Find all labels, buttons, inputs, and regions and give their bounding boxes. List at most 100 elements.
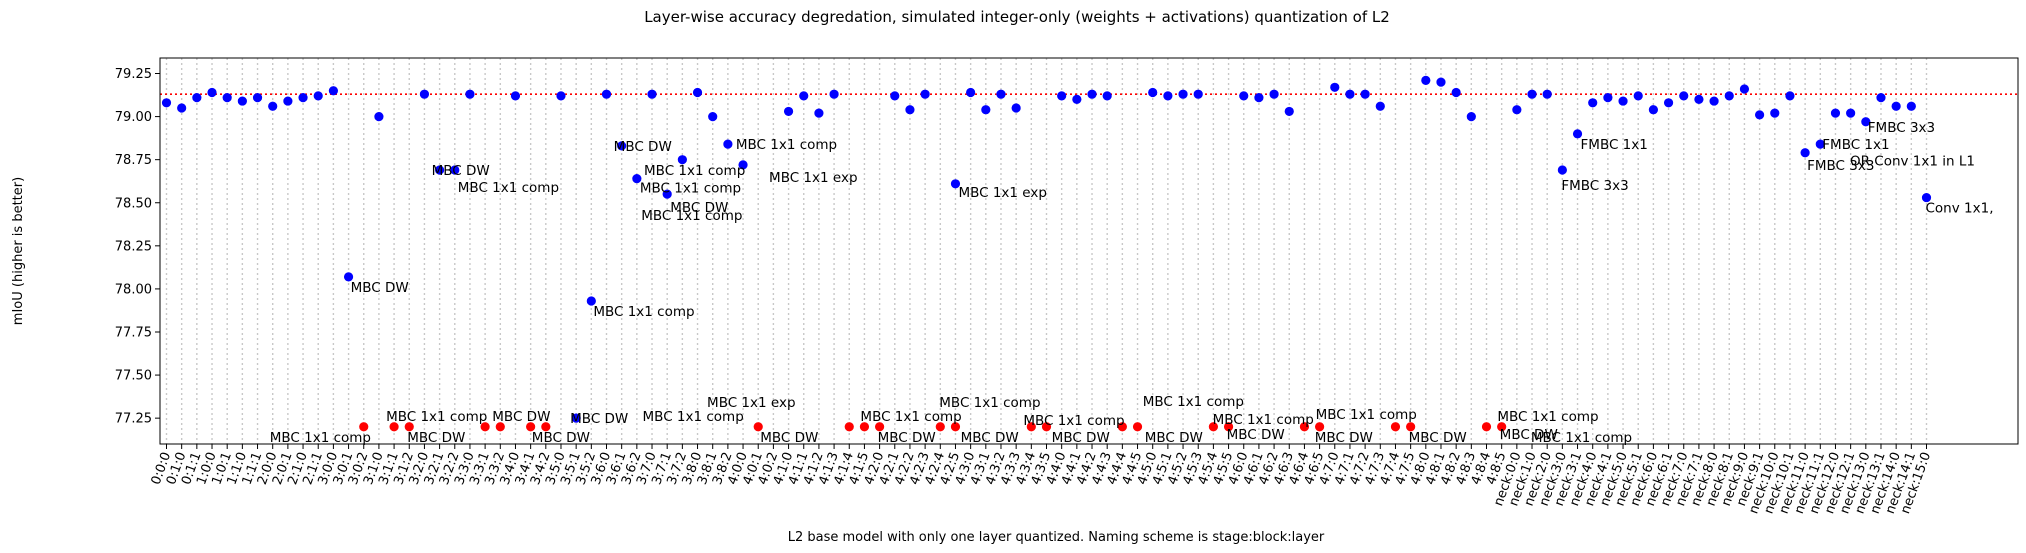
annotation-label: MBC 1x1 comp <box>593 304 694 320</box>
data-point-red <box>1041 422 1052 432</box>
annotation-label: MBC DW <box>961 430 1019 446</box>
annotation-label: MBC DW <box>570 411 628 427</box>
data-point-blue <box>1072 94 1082 104</box>
data-point-blue <box>465 89 475 99</box>
data-point-blue <box>1739 84 1750 94</box>
data-point-blue <box>1466 111 1476 122</box>
data-points <box>161 75 1932 432</box>
annotation-label: MBC DW <box>407 430 465 446</box>
data-point-blue <box>1663 98 1674 108</box>
data-point-blue <box>1588 98 1598 108</box>
y-tick-label: 78.00 <box>115 282 152 297</box>
data-point-blue <box>313 91 323 101</box>
data-point-red <box>859 422 870 432</box>
data-point-blue <box>677 155 687 165</box>
data-point-blue <box>601 89 612 99</box>
data-point-blue <box>1603 93 1613 103</box>
annotation-label: FMBC 1x1 <box>1822 137 1889 153</box>
data-point-blue <box>1694 94 1704 104</box>
annotation-label: MBC 1x1 comp <box>736 137 837 153</box>
data-point-blue <box>1284 106 1294 117</box>
data-point-blue <box>298 93 308 103</box>
data-point-blue <box>799 91 809 101</box>
data-point-blue <box>435 165 445 175</box>
data-point-blue <box>1679 91 1689 101</box>
data-point-blue <box>1800 148 1810 158</box>
data-point-blue <box>252 93 263 103</box>
grid-lines <box>165 58 1928 444</box>
data-point-red <box>1315 422 1325 432</box>
data-point-blue <box>1815 139 1825 149</box>
y-tick-label: 78.75 <box>115 153 152 168</box>
y-axis: 77.25 77.50 77.75 78.00 78.25 78.50 78.75 79.00… <box>115 67 160 427</box>
y-tick-label: 77.25 <box>115 412 152 427</box>
data-point-blue <box>1618 96 1628 106</box>
data-point-blue <box>571 413 581 423</box>
annotation-label: MBC DW <box>1052 430 1110 446</box>
data-point-blue <box>1193 89 1203 99</box>
data-point-red <box>1406 422 1416 432</box>
data-point-red <box>526 422 536 432</box>
annotation-label: MBC 1x1 comp <box>1023 413 1124 429</box>
data-point-red <box>1132 422 1143 432</box>
data-point-blue <box>1542 89 1552 99</box>
data-point-blue <box>192 93 202 103</box>
data-point-red <box>1390 422 1401 432</box>
data-point-red <box>1026 422 1036 432</box>
data-point-blue <box>1785 91 1795 101</box>
annotation-label: MBC 1x1 comp <box>458 180 559 196</box>
data-point-blue <box>950 179 961 189</box>
data-point-blue <box>161 98 172 108</box>
data-point-red <box>541 422 551 432</box>
annotation-label: MBC 1x1 comp <box>1143 394 1244 410</box>
data-point-blue <box>1011 103 1021 113</box>
data-point-red <box>950 422 961 432</box>
data-point-blue <box>1330 82 1340 92</box>
chart-title: Layer-wise accuracy degredation, simulat… <box>644 8 1390 26</box>
annotation-label: FMBC 3x3 <box>1868 120 1935 136</box>
y-tick-label: 77.75 <box>115 325 152 340</box>
annotation-label: MBC 1x1 exp <box>769 170 857 186</box>
annotation-label: MBC 1x1 comp <box>386 409 487 425</box>
data-point-blue <box>1148 87 1158 98</box>
y-tick-label: 77.50 <box>115 369 152 384</box>
data-point-blue <box>207 87 217 98</box>
data-point-blue <box>1830 108 1841 118</box>
data-point-blue <box>328 86 338 96</box>
x-axis: 0:0:00:1:00:1:11:0:01:0:11:1:01:1:12:0:0… <box>149 444 1934 516</box>
annotation-label: MBC DW <box>1409 430 1467 446</box>
data-point-red <box>875 422 885 432</box>
data-point-blue <box>1846 108 1856 118</box>
data-point-blue <box>510 91 521 101</box>
data-point-blue <box>1345 89 1355 99</box>
data-point-blue <box>1861 117 1871 127</box>
data-point-blue <box>1572 129 1583 139</box>
annotation-label: Conv 1x1, <box>1926 201 1994 217</box>
annotation-label: FMBC 1x1 <box>1581 137 1648 153</box>
annotation-label: MBC 1x1 comp <box>1316 407 1417 423</box>
data-point-blue <box>1527 89 1537 99</box>
data-point-blue <box>222 93 232 103</box>
annotation-label: MBC 1x1 comp <box>644 163 745 179</box>
data-point-blue <box>1360 89 1370 99</box>
data-point-blue <box>1239 91 1249 101</box>
data-point-blue <box>1102 91 1112 101</box>
data-point-blue <box>343 272 354 282</box>
data-point-blue <box>662 189 672 199</box>
annotation-label: MBC DW <box>878 430 936 446</box>
annotation-label: MBC DW <box>1145 430 1203 446</box>
data-point-red <box>389 422 399 432</box>
annotation-label: MBC DW <box>432 163 490 179</box>
annotation-label: MBC 1x1 exp <box>707 395 795 411</box>
data-point-blue <box>1709 96 1719 106</box>
data-point-blue <box>1163 91 1173 101</box>
annotation-label: MBC 1x1 comp <box>643 409 744 425</box>
data-point-blue <box>1724 91 1734 101</box>
data-point-blue <box>556 91 566 101</box>
data-point-blue <box>450 165 460 175</box>
annotation-label: MBC DW <box>614 139 672 155</box>
annotation-label: FMBC 3x3 <box>1561 178 1628 194</box>
data-point-blue <box>1755 110 1765 120</box>
data-point-blue <box>1633 91 1643 101</box>
